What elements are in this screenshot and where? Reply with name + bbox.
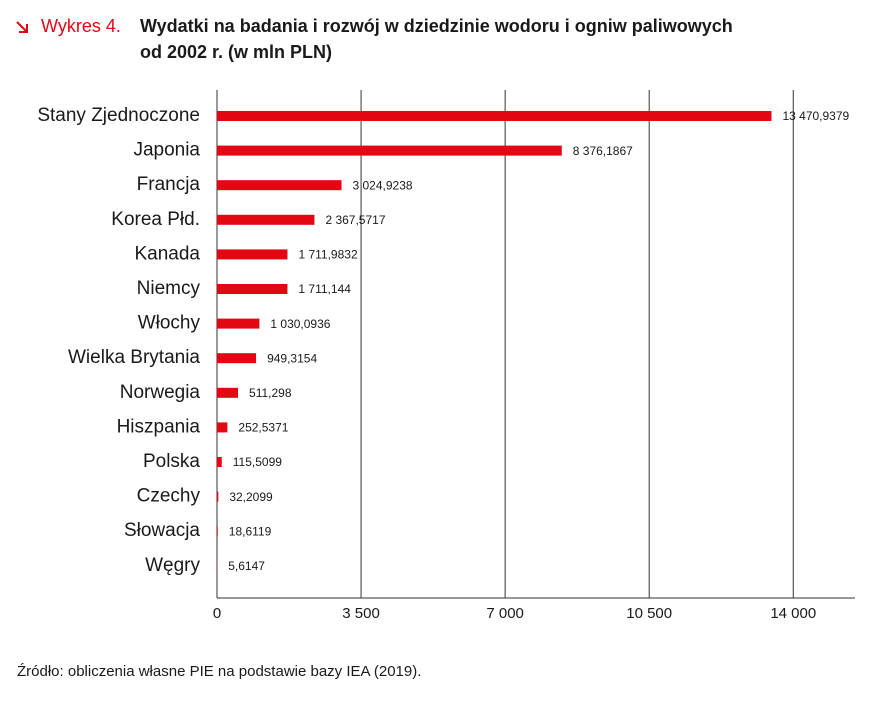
value-label: 511,298	[249, 386, 292, 400]
y-tick-label: Czechy	[137, 486, 201, 507]
bar	[217, 111, 771, 121]
value-label: 3 024,9238	[353, 178, 413, 192]
y-tick-label: Polska	[143, 451, 200, 472]
value-label: 8 376,1867	[573, 144, 633, 158]
chart-title: od 2002 r. (w mln PLN)	[140, 42, 332, 62]
bar	[217, 526, 218, 536]
value-label: 2 367,5717	[325, 213, 385, 227]
y-tick-label: Norwegia	[120, 382, 201, 403]
y-tick-label: Japonia	[133, 140, 200, 161]
x-tick-label: 0	[213, 605, 221, 622]
chart-label: Wykres 4.	[41, 16, 121, 36]
y-tick-label: Francja	[137, 174, 201, 195]
value-label: 1 711,144	[298, 282, 351, 296]
bar	[217, 422, 227, 432]
bar	[217, 353, 256, 363]
y-tick-label: Korea Płd.	[111, 209, 200, 230]
value-label: 18,6119	[229, 524, 272, 538]
x-tick-label: 3 500	[342, 605, 380, 622]
value-label: 13 470,9379	[782, 109, 849, 123]
bar	[217, 249, 287, 259]
bar	[217, 388, 238, 398]
value-label: 949,3154	[267, 351, 317, 365]
bar	[217, 180, 342, 190]
y-tick-label: Kanada	[134, 243, 200, 264]
y-tick-label: Węgry	[145, 555, 200, 576]
value-label: 1 711,9832	[298, 248, 357, 262]
bar	[217, 319, 259, 329]
x-tick-label: 10 500	[626, 605, 672, 622]
chart-title: Wydatki na badania i rozwój w dziedzinie…	[140, 16, 733, 36]
x-tick-label: 7 000	[486, 605, 524, 622]
arrow-icon	[17, 22, 27, 32]
bar	[217, 146, 562, 156]
y-tick-label: Słowacja	[124, 520, 200, 541]
source-note: Źródło: obliczenia własne PIE na podstaw…	[17, 663, 421, 680]
bar	[217, 215, 314, 225]
bar	[217, 492, 218, 502]
x-tick-label: 14 000	[770, 605, 816, 622]
y-tick-label: Stany Zjednoczone	[37, 105, 200, 126]
y-tick-label: Hiszpania	[117, 416, 201, 437]
value-label: 5,6147	[228, 559, 265, 573]
y-tick-label: Niemcy	[137, 278, 201, 299]
bar	[217, 457, 222, 467]
y-tick-label: Wielka Brytania	[68, 347, 200, 368]
value-label: 1 030,0936	[270, 317, 330, 331]
y-tick-label: Włochy	[138, 313, 201, 334]
value-label: 252,5371	[238, 421, 288, 435]
value-label: 32,2099	[229, 490, 273, 504]
bar	[217, 284, 287, 294]
value-label: 115,5099	[233, 455, 282, 469]
